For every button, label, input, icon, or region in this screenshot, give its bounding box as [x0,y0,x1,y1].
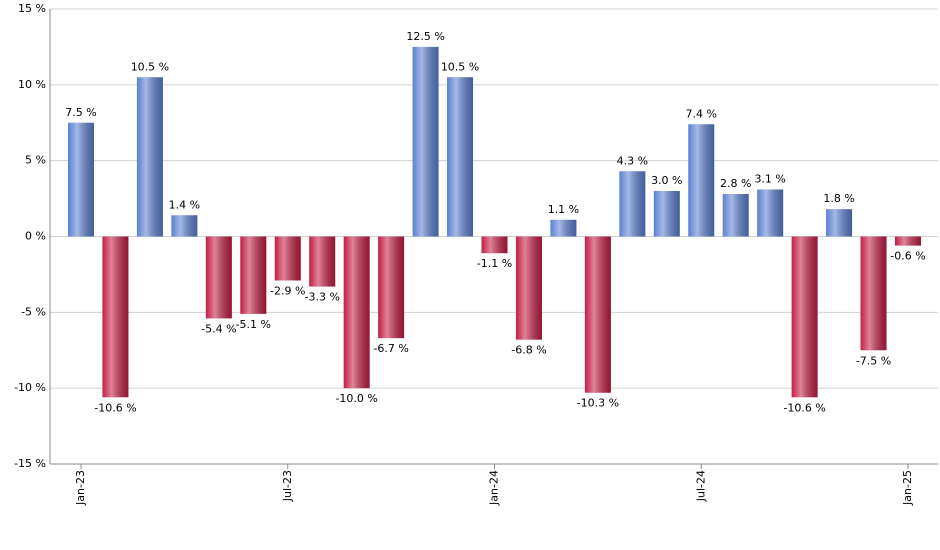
y-tick-label: 0 % [25,230,46,243]
bar-shine [205,236,232,319]
bar-shine [826,209,853,237]
bar-shine [860,236,887,351]
x-tick-label: Jan-23 [74,470,87,506]
bar-shine [309,236,336,287]
bar-shine [619,171,646,237]
bar-shine [688,124,715,237]
data-label: 1.8 % [823,192,854,205]
data-label: 10.5 % [131,60,169,73]
bar-shine [481,236,508,254]
bar-shine [722,194,749,237]
y-tick-label: -10 % [14,381,46,394]
data-label: -3.3 % [304,291,339,304]
x-tick-label: Jul-23 [281,470,294,502]
data-label: 3.0 % [651,174,682,187]
y-tick-label: -5 % [21,305,46,318]
data-label: -0.6 % [890,250,925,263]
data-label: 10.5 % [441,60,479,73]
x-tick-label: Jul-24 [694,470,707,502]
data-label: -7.5 % [856,354,891,367]
y-tick-label: 5 % [25,154,46,167]
data-label: 12.5 % [406,30,444,43]
data-label: 7.5 % [65,106,96,119]
data-label: -10.6 % [94,401,136,414]
bar-shine [550,219,577,237]
data-label: -10.3 % [577,397,619,410]
bar-shine [171,215,198,237]
bar-shine [653,191,680,237]
bar-shine [240,236,267,314]
bar-shine [68,122,94,237]
y-tick-label: -15 % [14,457,46,470]
bar-shine [102,236,129,398]
bar-shine [757,189,784,237]
bar-shine [274,236,301,281]
bar-shine [343,236,370,389]
data-label: -1.1 % [477,257,512,270]
data-label: -10.0 % [335,392,377,405]
data-label: -5.4 % [201,322,236,335]
data-label: 7.4 % [686,107,717,120]
y-tick-label: 15 % [18,2,46,15]
data-label: 1.1 % [548,203,579,216]
bar-shine [447,77,474,237]
bar-shine [584,236,611,393]
bar-shine [136,77,163,237]
x-tick-label: Jan-25 [901,470,914,506]
data-label: 1.4 % [169,198,200,211]
data-label: -10.6 % [783,401,825,414]
x-tick-label: Jan-24 [488,470,501,506]
bar-shine [895,236,921,246]
bar-shine [515,236,542,340]
bar-shine [791,236,818,398]
data-label: -2.9 % [270,284,305,297]
data-label: 2.8 % [720,177,751,190]
data-label: 3.1 % [754,172,785,185]
bar-shine [378,236,405,339]
data-label: 4.3 % [617,154,648,167]
bar-shine [412,46,439,237]
data-label: -5.1 % [236,318,271,331]
y-tick-label: 10 % [18,78,46,91]
data-label: -6.8 % [511,344,546,357]
data-label: -6.7 % [373,342,408,355]
